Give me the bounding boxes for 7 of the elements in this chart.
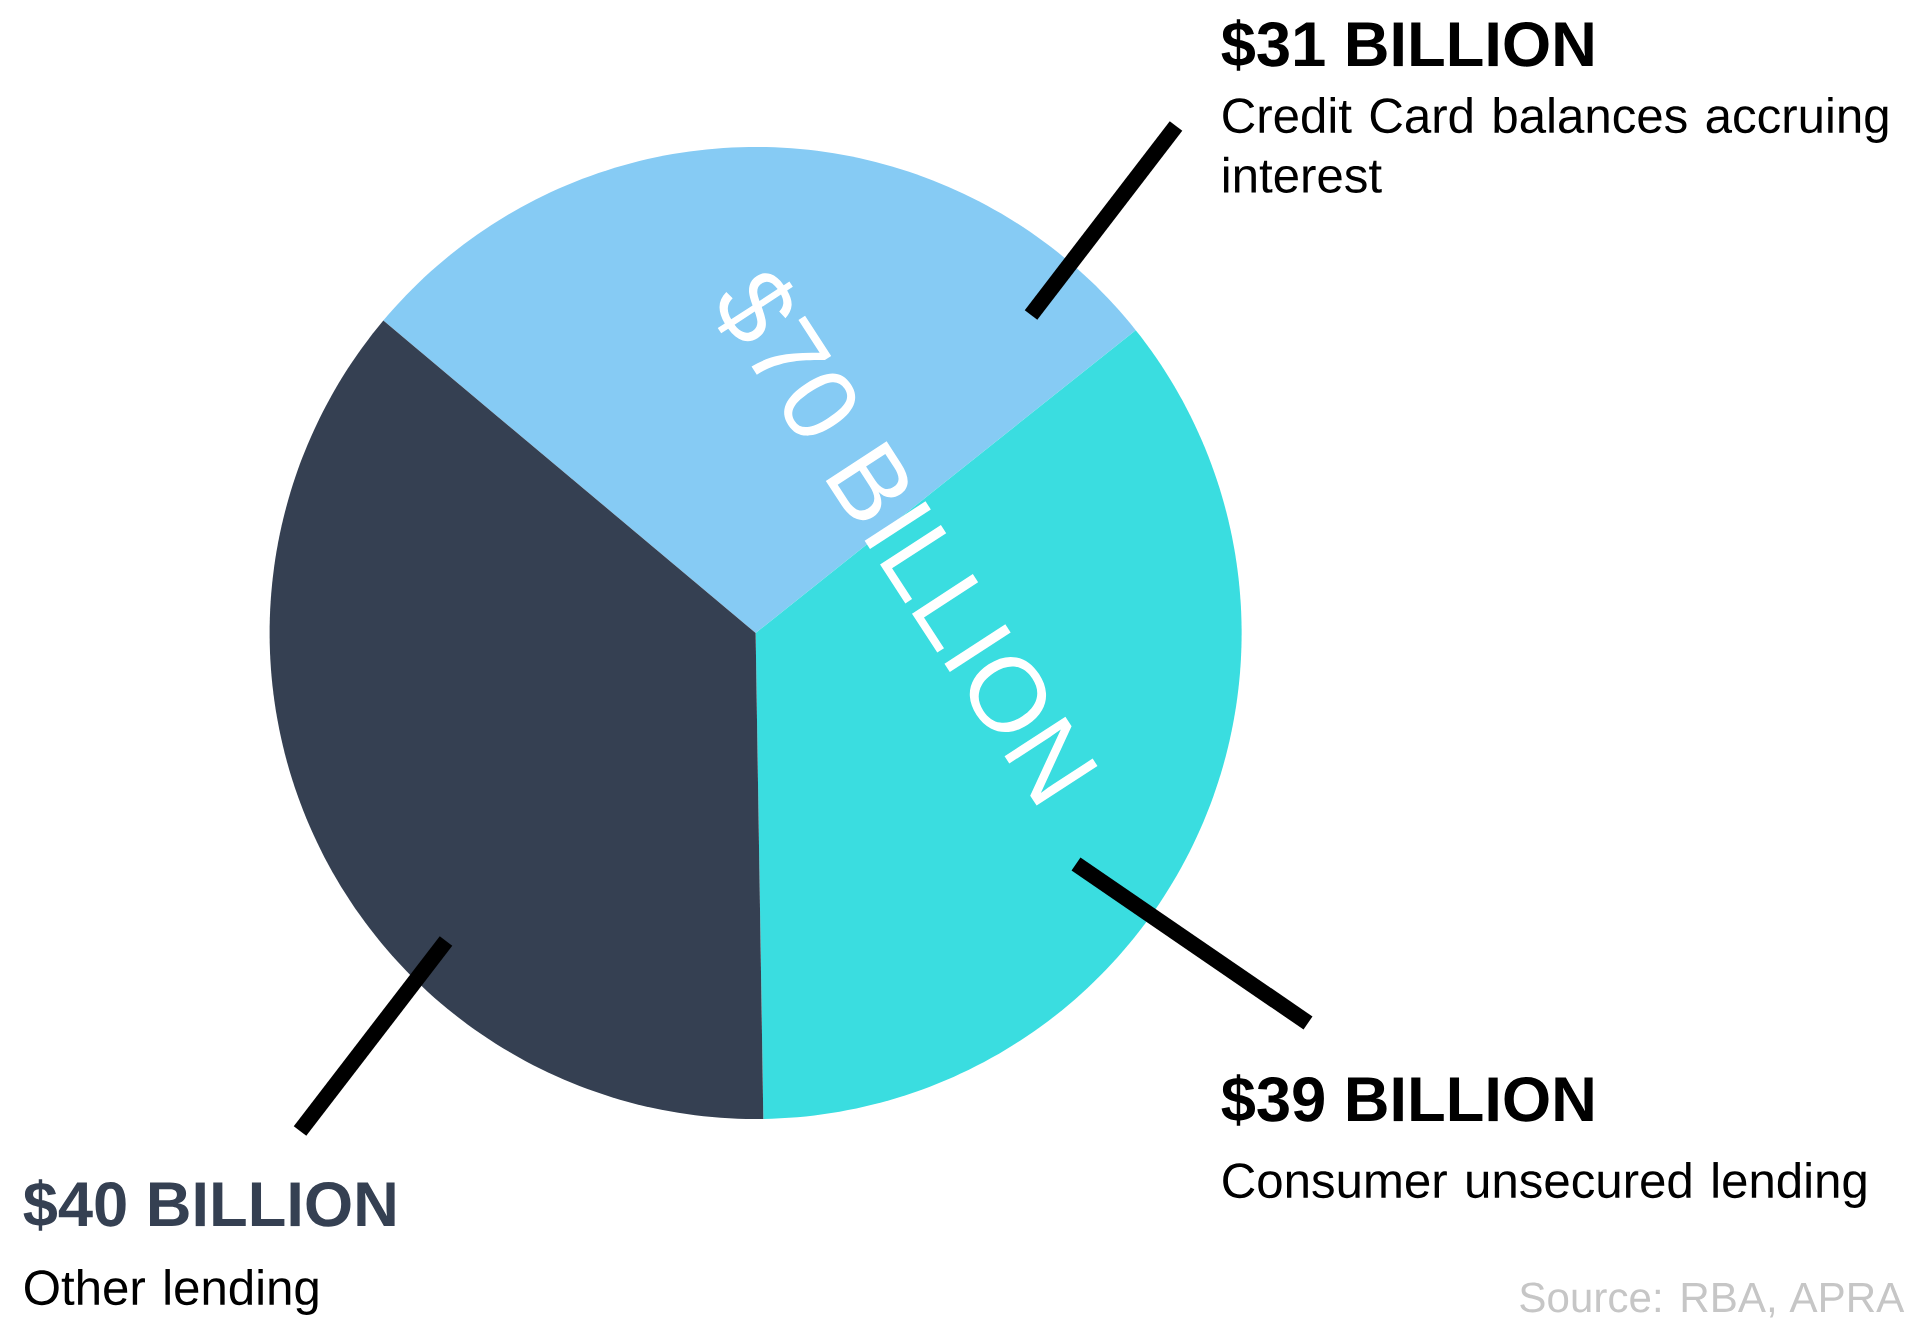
slice-label: Consumer unsecured lending [1223,1162,1866,1208]
slice-label: Other lending [25,1269,318,1315]
source-note: Source: RBA, APRA [1520,1282,1905,1318]
data-label: $40 BILLION [23,1179,395,1231]
slice-label: Credit Card balances accruing interest [1223,97,1888,193]
data-label: $31 BILLION [1221,19,1593,71]
data-label: $39 BILLION [1221,1074,1593,1126]
